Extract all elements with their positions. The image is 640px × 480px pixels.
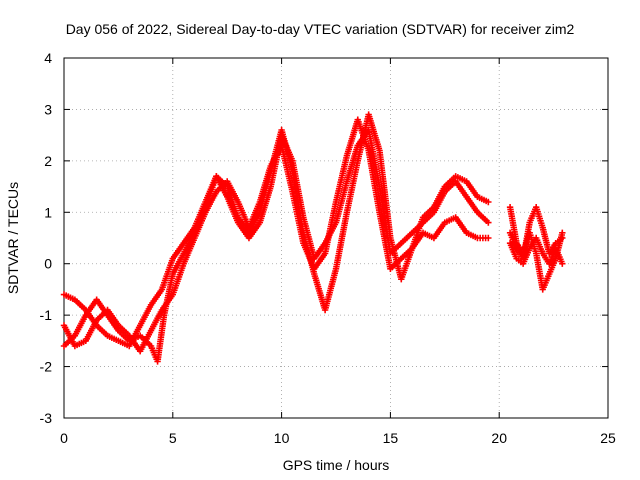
x-tick-label: 15 [383, 430, 399, 446]
data-point-marker [559, 229, 566, 237]
x-tick-label: 25 [600, 430, 616, 446]
data-point-marker [485, 198, 492, 206]
series-track-f [506, 234, 566, 267]
series-track-b [60, 126, 492, 350]
y-tick-label: 3 [44, 101, 52, 117]
chart-title: Day 056 of 2022, Sidereal Day-to-day VTE… [66, 21, 575, 37]
series-track-c [60, 116, 492, 355]
x-tick-label: 5 [169, 430, 177, 446]
plot-frame [63, 57, 609, 419]
y-tick-label: -2 [40, 359, 53, 375]
x-tick-label: 20 [491, 430, 507, 446]
y-tick-label: 1 [44, 204, 52, 220]
data-point-marker [559, 260, 566, 267]
y-tick-label: 2 [44, 153, 52, 169]
y-tick-label: -1 [40, 307, 53, 323]
y-tick-label: 4 [44, 50, 52, 66]
x-tick-label: 0 [60, 430, 68, 446]
series-track-e [506, 203, 566, 293]
y-tick-label: 0 [44, 256, 52, 272]
x-axis-label: GPS time / hours [283, 457, 390, 473]
data-points [60, 111, 566, 365]
y-axis-label: SDTVAR / TECUs [5, 182, 21, 294]
x-tick-label: 10 [274, 430, 290, 446]
axis-ticks: 0 5 10 15 20 25 -3 -2 -1 0 1 2 3 4 [40, 50, 616, 446]
data-point-marker [485, 219, 492, 226]
y-tick-label: -3 [40, 410, 53, 426]
data-point-marker [485, 234, 492, 242]
